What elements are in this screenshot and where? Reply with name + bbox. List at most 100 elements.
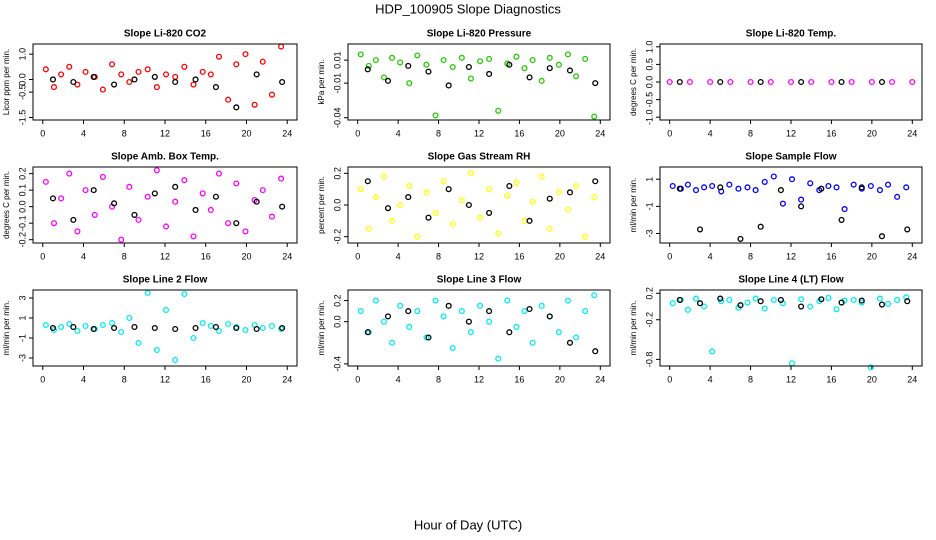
point <box>225 320 232 328</box>
x-tick-label: 0 <box>355 251 360 261</box>
x-tick-label: 0 <box>40 251 45 261</box>
point <box>199 68 206 75</box>
point <box>686 78 693 86</box>
point <box>761 305 768 312</box>
point <box>566 339 574 346</box>
x-tick-label: 0 <box>355 374 360 384</box>
point <box>99 321 106 329</box>
point <box>406 80 413 87</box>
point <box>42 66 49 73</box>
point <box>506 61 513 68</box>
plot-frame <box>659 166 923 244</box>
point <box>397 59 404 66</box>
point <box>572 182 580 190</box>
x-tick-label: 24 <box>907 251 917 261</box>
point <box>414 308 421 315</box>
point <box>126 314 133 322</box>
x-tick-label: 12 <box>474 128 484 138</box>
point <box>684 181 691 188</box>
point <box>495 107 502 114</box>
point <box>357 308 364 315</box>
x-tick-label: 20 <box>867 374 877 384</box>
point <box>192 324 199 332</box>
point <box>808 78 815 86</box>
point <box>529 57 536 64</box>
x-tick-label: 4 <box>81 251 86 261</box>
y-tick-label: -1 <box>644 202 654 210</box>
point <box>423 189 430 196</box>
point <box>591 113 598 120</box>
point <box>476 302 484 309</box>
point <box>82 68 89 75</box>
point <box>546 54 553 61</box>
point <box>384 77 392 84</box>
point <box>207 206 214 214</box>
point <box>111 200 118 207</box>
point <box>458 308 465 315</box>
x-tick-label: 0 <box>40 374 45 384</box>
x-tick-label: 4 <box>708 374 713 384</box>
point <box>904 226 911 233</box>
point <box>242 51 249 58</box>
point <box>405 62 412 69</box>
point <box>259 58 266 65</box>
point <box>467 170 474 177</box>
point <box>153 84 160 91</box>
x-tick-label: 24 <box>595 374 605 384</box>
point <box>389 217 396 224</box>
x-tick-label: 20 <box>241 374 251 384</box>
x-tick-label: 8 <box>122 374 127 384</box>
point <box>153 346 160 354</box>
y-tick-label: 1 <box>17 315 27 320</box>
point <box>440 178 447 185</box>
point <box>445 186 452 193</box>
point <box>692 187 700 194</box>
point <box>495 355 502 362</box>
point <box>526 74 533 81</box>
point <box>181 290 188 298</box>
point <box>692 295 700 302</box>
point <box>384 205 392 212</box>
point <box>504 297 511 304</box>
point <box>278 175 285 182</box>
point <box>701 184 708 191</box>
point <box>476 214 484 221</box>
point <box>529 198 536 205</box>
point <box>212 193 219 200</box>
panel-title: Slope Li-820 Temp. <box>746 29 837 40</box>
point <box>526 305 533 313</box>
point <box>279 324 286 332</box>
y-tick-label: 0.1 <box>17 184 27 197</box>
point <box>432 209 439 216</box>
plot-frame <box>347 289 611 367</box>
point <box>259 187 266 194</box>
point <box>42 321 49 329</box>
x-tick-label: 8 <box>748 128 753 138</box>
point <box>777 296 784 303</box>
point <box>268 322 275 330</box>
plot-frame <box>347 166 611 244</box>
point <box>676 296 683 303</box>
y-axis-label: degrees C per min. <box>629 48 638 116</box>
point <box>787 78 795 86</box>
point <box>268 91 275 98</box>
x-tick-label: 16 <box>514 374 524 384</box>
point <box>151 324 158 332</box>
x-tick-label: 16 <box>514 251 524 261</box>
point <box>458 54 465 61</box>
panel-title: Slope Li-820 Pressure <box>427 29 532 40</box>
y-tick-label: -0.01 <box>332 73 342 94</box>
point <box>798 203 805 210</box>
point <box>744 184 751 191</box>
panel-title: Slope Gas Stream RH <box>428 152 531 163</box>
point <box>242 228 249 235</box>
point <box>449 63 456 71</box>
point <box>58 71 65 78</box>
x-tick-label: 24 <box>595 128 605 138</box>
y-tick-label: 0.0 <box>644 76 654 89</box>
point <box>192 206 199 214</box>
x-tick-label: 12 <box>786 128 796 138</box>
point <box>867 182 874 190</box>
point <box>788 176 796 183</box>
y-tick-label: -0.4 <box>332 356 342 372</box>
